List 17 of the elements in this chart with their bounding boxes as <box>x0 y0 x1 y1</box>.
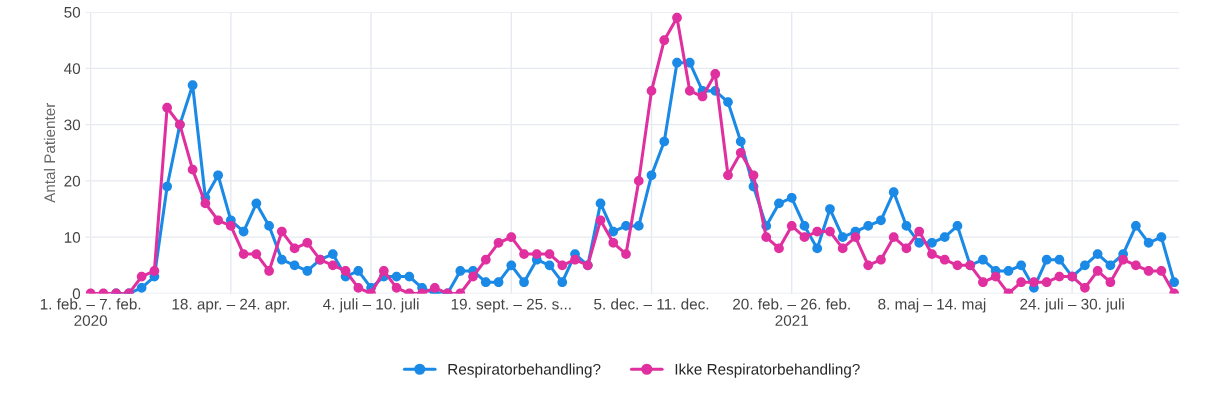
x-tick-label: 20. feb. – 26. feb. 2021 <box>733 298 850 326</box>
y-tick-label: 20 <box>64 175 81 187</box>
x-tick-label: 1. feb. – 7. feb. 2020 <box>40 298 141 326</box>
legend-label: Respiratorbehandling? <box>448 363 601 378</box>
y-tick-label: 10 <box>64 232 81 243</box>
x-tick-label: 4. juli – 10. juli <box>323 298 419 313</box>
y-axis-title: Antal Patienter <box>43 102 56 203</box>
legend-label: Ikke Respiratorbehandling? <box>675 363 860 378</box>
y-tick-label: 40 <box>64 63 81 75</box>
y-tick-label: 30 <box>64 119 81 131</box>
x-tick-label: 24. juli – 30. juli <box>1020 298 1124 313</box>
y-tick-label: 0 <box>72 288 81 300</box>
y-tick-label: 50 <box>64 6 81 18</box>
x-tick-label: 18. apr. – 24. apr. <box>172 298 289 313</box>
x-tick-label: 8. maj – 14. maj <box>878 298 986 313</box>
x-tick-label: 5. dec. – 11. dec. <box>594 298 709 310</box>
x-tick-label: 19. sept. – 25. s... <box>451 298 571 313</box>
